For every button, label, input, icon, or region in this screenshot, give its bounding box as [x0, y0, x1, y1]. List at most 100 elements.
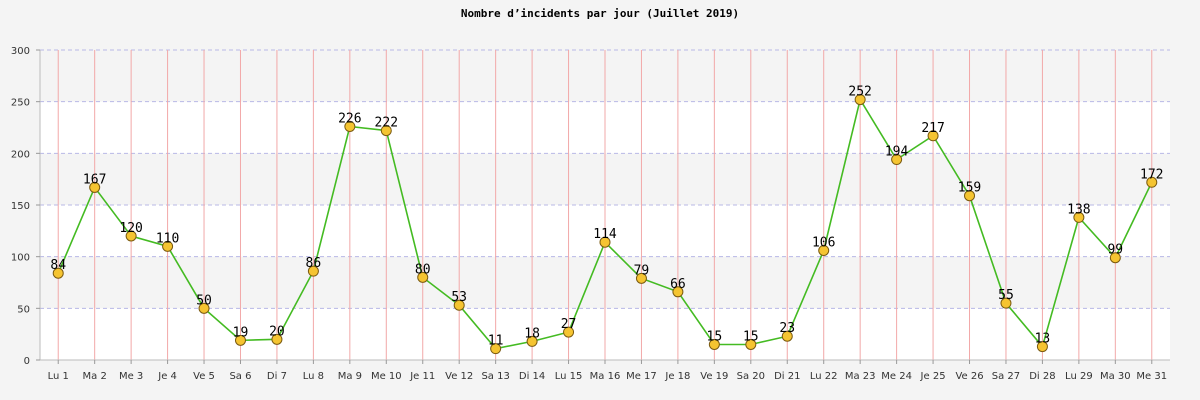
- data-point: [1073, 211, 1085, 223]
- x-tick-label: Lu 1: [48, 371, 69, 382]
- data-point: [89, 181, 101, 193]
- y-tick-label: 200: [11, 149, 30, 160]
- x-tick-label: Di 28: [1029, 371, 1055, 382]
- data-point: [490, 343, 502, 355]
- data-point: [162, 240, 174, 252]
- x-tick-label: Me 17: [626, 371, 657, 382]
- x-tick-label: Lu 15: [555, 371, 583, 382]
- x-tick-label: Me 31: [1136, 371, 1167, 382]
- y-tick-label: 150: [11, 201, 30, 212]
- data-label: 172: [1140, 167, 1163, 182]
- data-label: 252: [848, 85, 871, 100]
- data-label: 20: [269, 324, 285, 339]
- x-tick-label: Sa 20: [737, 371, 765, 382]
- x-tick-label: Je 18: [664, 371, 690, 382]
- data-label: 110: [156, 231, 179, 246]
- y-tick-label: 100: [11, 253, 30, 264]
- data-label: 120: [119, 221, 142, 236]
- data-point: [198, 302, 210, 314]
- x-tick-label: Ve 26: [955, 371, 983, 382]
- data-point: [964, 190, 976, 202]
- data-point: [854, 94, 866, 106]
- data-point: [380, 125, 392, 137]
- data-point: [1036, 341, 1048, 353]
- data-label: 19: [233, 325, 249, 340]
- data-label: 84: [50, 258, 66, 273]
- data-label: 222: [375, 116, 398, 131]
- data-label: 159: [958, 181, 981, 196]
- data-label: 23: [779, 321, 795, 336]
- data-point: [563, 326, 575, 338]
- x-tick-label: Ma 30: [1100, 371, 1131, 382]
- x-tick-label: Ma 9: [338, 371, 362, 382]
- data-point: [52, 267, 64, 279]
- x-tick-label: Lu 22: [810, 371, 838, 382]
- data-label: 13: [1035, 332, 1051, 347]
- data-label: 53: [451, 290, 467, 305]
- data-label: 11: [488, 334, 504, 349]
- x-tick-label: Ve 5: [193, 371, 215, 382]
- x-tick-label: Di 7: [267, 371, 287, 382]
- data-label: 50: [196, 293, 212, 308]
- data-point: [125, 230, 137, 242]
- data-label: 66: [670, 277, 686, 292]
- data-point: [708, 339, 720, 350]
- x-tick-label: Me 10: [371, 371, 402, 382]
- x-tick-label: Je 25: [920, 371, 946, 382]
- data-point: [745, 339, 757, 350]
- chart-title: Nombre d’incidents par jour (Juillet 201…: [461, 7, 739, 20]
- y-tick-label: 300: [11, 46, 30, 57]
- data-point: [1146, 176, 1158, 188]
- data-point: [1109, 252, 1121, 264]
- data-point: [271, 333, 283, 345]
- data-label: 167: [83, 172, 106, 187]
- data-label: 106: [812, 235, 835, 250]
- plot-area: 0 50 100 150 200 250 300 Lu 1 Ma 2 Me 3 Je 4 Ve 5 Sa…: [11, 46, 1170, 382]
- data-point: [417, 271, 429, 283]
- data-point: [635, 272, 647, 284]
- data-point: [672, 286, 684, 298]
- data-point: [453, 299, 465, 311]
- data-point: [891, 154, 903, 166]
- x-tick-label: Ma 2: [83, 371, 107, 382]
- data-point: [526, 335, 538, 347]
- x-tick-label: Sa 6: [229, 371, 251, 382]
- data-point: [307, 265, 319, 277]
- x-tick-label: Lu 29: [1065, 371, 1093, 382]
- y-tick-label: 50: [17, 304, 30, 315]
- data-label: 15: [707, 330, 723, 345]
- data-point: [1000, 297, 1012, 309]
- data-point: [781, 330, 793, 342]
- data-point: [234, 334, 246, 346]
- data-label: 114: [593, 227, 617, 242]
- data-label: 138: [1067, 202, 1090, 217]
- x-tick-label: Je 4: [157, 371, 177, 382]
- x-tick-label: Lu 8: [303, 371, 324, 382]
- x-tick-label: Ve 12: [445, 371, 473, 382]
- x-tick-label: Ve 19: [700, 371, 728, 382]
- x-tick-label: Ma 23: [845, 371, 876, 382]
- y-tick-label: 0: [24, 356, 30, 367]
- x-tick-label: Ma 16: [590, 371, 621, 382]
- data-point: [818, 244, 830, 256]
- data-label: 80: [415, 262, 431, 277]
- data-label: 217: [921, 121, 944, 136]
- x-tick-label: Di 14: [519, 371, 545, 382]
- x-tick-label: Me 3: [119, 371, 143, 382]
- data-label: 86: [306, 256, 322, 271]
- data-label: 27: [561, 317, 577, 332]
- data-label: 15: [743, 330, 759, 345]
- data-label: 55: [998, 288, 1014, 303]
- data-label: 194: [885, 145, 909, 160]
- x-tick-label: Di 21: [774, 371, 800, 382]
- data-label: 79: [634, 263, 650, 278]
- x-tick-label: Sa 13: [481, 371, 509, 382]
- x-tick-label: Je 11: [409, 371, 435, 382]
- x-tick-label: Sa 27: [992, 371, 1020, 382]
- y-tick-label: 250: [11, 98, 30, 109]
- x-tick-label: Me 24: [881, 371, 912, 382]
- data-label: 18: [524, 326, 540, 341]
- data-point: [344, 120, 356, 132]
- data-point: [599, 236, 611, 248]
